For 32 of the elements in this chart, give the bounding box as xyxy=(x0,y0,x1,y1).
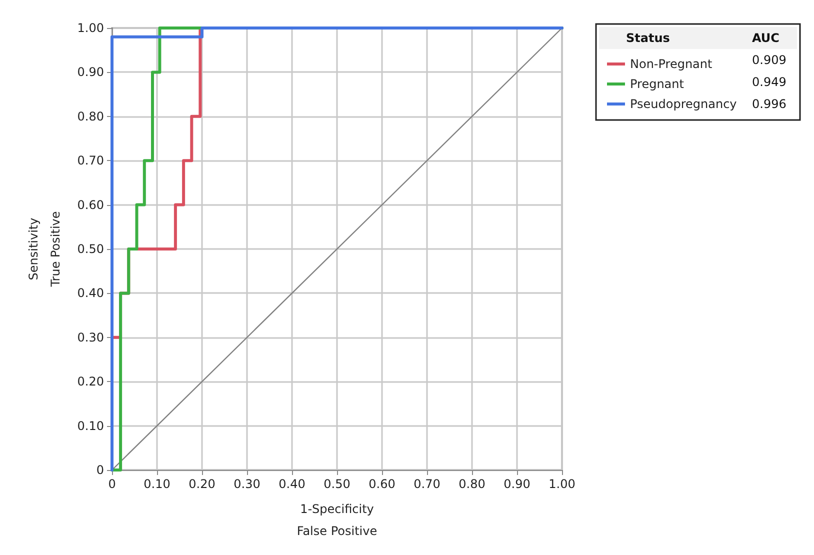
y-tick-label: 0.60 xyxy=(77,198,104,212)
text: 0.909 xyxy=(752,53,786,67)
x-tick-label: 0.60 xyxy=(368,477,396,491)
y-tick-label: 0.50 xyxy=(77,242,104,256)
x-tick-label: 0.30 xyxy=(234,477,260,491)
text: AUC xyxy=(752,31,780,45)
y-tick-label: 0.40 xyxy=(77,286,104,300)
x-tick-label: 0.40 xyxy=(278,477,306,491)
y-tick-label: 0 xyxy=(96,463,104,477)
x-tick-label: 0.90 xyxy=(504,477,530,491)
y-tick-label: 0.80 xyxy=(77,109,104,124)
legend-label: Pseudopregnancy xyxy=(630,97,737,111)
y-tick-label: 1.00 xyxy=(77,21,104,35)
legend-label: Pregnant xyxy=(630,77,684,91)
x-tick-label: 0.10 xyxy=(144,477,170,491)
x-tick-label: 1.00 xyxy=(548,477,576,491)
text: 0.949 xyxy=(752,75,786,89)
x-tick-label: 0 xyxy=(108,477,116,491)
y-tick-label: 0.20 xyxy=(77,374,104,389)
x-tick-label: 0.70 xyxy=(414,477,440,491)
y-axis-title: Sensitivity True Positive xyxy=(26,211,62,288)
x-tick-label: 0.50 xyxy=(324,477,350,491)
x-tick-label: 0.20 xyxy=(188,477,216,491)
y-tick-label: 0.90 xyxy=(77,65,104,80)
y-tick-label: 0.10 xyxy=(77,418,104,433)
x-axis-title: 1-Specificity False Positive xyxy=(296,502,378,538)
legend-label: Non-Pregnant xyxy=(630,57,713,71)
y-tick-label: 0.30 xyxy=(77,330,104,344)
x-tick-label: 0.80 xyxy=(458,477,486,491)
y-tick-label: 0.70 xyxy=(77,154,104,168)
text: 0.996 xyxy=(752,97,786,111)
legend-title: Status xyxy=(626,31,670,45)
